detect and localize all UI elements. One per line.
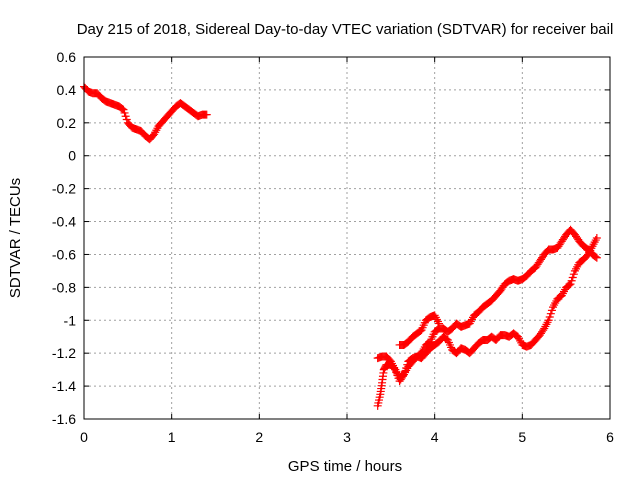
data-point (567, 276, 576, 285)
y-tick-label: -1.4 (52, 378, 76, 394)
x-tick-label: 0 (80, 429, 88, 445)
data-point (515, 334, 524, 343)
data-point (435, 319, 444, 328)
data-point (551, 298, 560, 307)
y-tick-label: -1.6 (52, 411, 76, 427)
data-point (399, 370, 408, 379)
chart-title: Day 215 of 2018, Sidereal Day-to-day VTE… (77, 21, 614, 38)
data-point (541, 322, 550, 331)
data-point (542, 320, 551, 329)
data-point (592, 253, 601, 262)
data-point (202, 110, 211, 119)
data-point (150, 130, 159, 139)
data-point (557, 291, 566, 300)
data-point (467, 315, 476, 324)
y-tick-label: -0.2 (52, 181, 76, 197)
data-point (465, 319, 474, 328)
data-point (119, 105, 128, 114)
data-point (540, 324, 549, 333)
data-point (544, 316, 553, 325)
data-point (402, 366, 411, 375)
data-point (118, 104, 127, 113)
data-point (566, 280, 575, 289)
y-tick-label: -1.2 (52, 345, 76, 361)
data-point (120, 108, 129, 117)
data-point (545, 312, 554, 321)
x-axis-ticks: 0 1 2 3 4 5 6 (80, 57, 614, 445)
plot-frame (83, 56, 611, 420)
y-axis-label: SDTVAR / TECUs (7, 178, 24, 298)
y-tick-label: -0.8 (52, 279, 76, 295)
data-points (80, 82, 601, 410)
data-point (122, 115, 131, 124)
data-point (591, 236, 600, 245)
data-point (568, 273, 577, 282)
data-point (433, 317, 442, 326)
data-point (570, 266, 579, 275)
data-point (516, 336, 525, 345)
y-tick-label: -1 (64, 312, 77, 328)
x-tick-label: 6 (606, 429, 614, 445)
x-tick-label: 5 (518, 429, 526, 445)
data-point (590, 238, 599, 247)
data-point (431, 313, 440, 322)
data-point (550, 301, 559, 310)
data-point (390, 363, 399, 372)
grid (84, 57, 610, 419)
data-point (573, 262, 582, 271)
data-point (546, 309, 555, 318)
data-point (586, 246, 595, 255)
data-point (432, 315, 441, 324)
y-axis-ticks: 0.6 0.4 0.2 0 -0.2 -0.4 -0.6 -0.8 -1 -1.2 -1.4 -1.6 (52, 49, 610, 427)
data-point (558, 289, 567, 298)
data-point (387, 359, 396, 368)
y-tick-label: -0.4 (52, 214, 76, 230)
data-point (121, 112, 130, 121)
data-point (565, 280, 574, 289)
data-point (543, 318, 552, 327)
y-tick-label: 0.6 (57, 49, 77, 65)
data-point (152, 126, 161, 135)
data-point (587, 244, 596, 253)
data-point (569, 270, 578, 279)
y-tick-label: 0.2 (57, 115, 77, 131)
x-tick-label: 3 (343, 429, 351, 445)
y-tick-label: 0 (68, 148, 76, 164)
data-point (466, 317, 475, 326)
y-tick-label: -0.6 (52, 246, 76, 262)
data-point (591, 252, 600, 261)
data-point (584, 250, 593, 259)
x-tick-label: 2 (255, 429, 263, 445)
y-tick-label: 0.4 (57, 82, 77, 98)
data-point (386, 357, 395, 366)
data-point (151, 128, 160, 137)
data-point (585, 248, 594, 257)
data-point (389, 361, 398, 370)
data-point (549, 303, 558, 312)
x-axis-label: GPS time / hours (288, 458, 402, 475)
data-point (547, 306, 556, 315)
data-point (430, 311, 439, 320)
data-point (401, 368, 410, 377)
data-point (592, 234, 601, 242)
x-tick-label: 4 (431, 429, 439, 445)
data-point (589, 240, 598, 249)
data-point (588, 242, 597, 251)
data-point (513, 332, 522, 341)
x-tick-label: 1 (168, 429, 176, 445)
data-point (572, 264, 581, 273)
data-point (559, 287, 568, 296)
